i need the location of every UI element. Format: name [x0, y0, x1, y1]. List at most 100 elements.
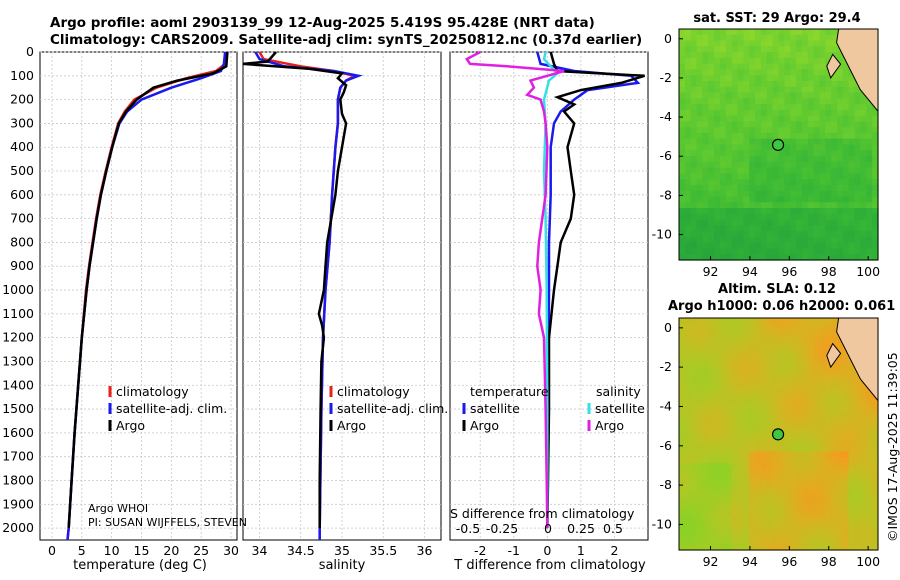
map-cell [778, 318, 785, 325]
map-cell [731, 57, 739, 65]
map-cell [743, 109, 750, 117]
map-cell [755, 381, 762, 389]
map-cell [714, 428, 721, 435]
map-cell [837, 144, 844, 151]
map-cell [725, 492, 733, 499]
map-cell [860, 387, 867, 394]
map-cell [784, 225, 791, 232]
map-cell [772, 236, 780, 244]
map-cell [801, 509, 809, 516]
map-cell [714, 40, 721, 47]
map-cell [796, 254, 803, 261]
map-cell [825, 416, 832, 423]
map-cell [772, 532, 780, 539]
map-cell [743, 434, 750, 441]
map-cell [848, 132, 856, 140]
map-cell [842, 208, 850, 215]
map-cell [772, 57, 780, 65]
map-cell [796, 497, 803, 505]
map-cell [725, 57, 733, 65]
map-cell [842, 468, 850, 476]
map-cell [684, 219, 692, 226]
map-cell [842, 428, 850, 435]
map-cell [854, 480, 862, 487]
map-cell [725, 318, 733, 325]
map-cell [720, 167, 727, 174]
map-cell [720, 150, 727, 157]
map-cell [790, 29, 797, 36]
map-cell [708, 236, 715, 244]
map-cell [790, 81, 797, 88]
map-cell [755, 57, 762, 65]
map-cell [837, 526, 844, 534]
map-cell [766, 121, 774, 128]
map-cell [778, 40, 785, 47]
map-cell [778, 352, 785, 360]
map-cell [872, 399, 879, 406]
map-cell [796, 46, 803, 53]
map-cell [749, 503, 756, 510]
map-cell [825, 503, 832, 510]
map-cell [784, 434, 791, 441]
map-cell [696, 121, 704, 128]
map-cell [708, 208, 715, 215]
map-cell [790, 248, 797, 255]
diff-legend-sal-satellite-label: satellite [595, 401, 645, 416]
map-cell [749, 184, 756, 192]
map-cell [813, 219, 821, 226]
map-cell [731, 445, 739, 452]
map-cell [784, 46, 791, 53]
map-cell [702, 526, 709, 534]
map-cell [743, 451, 750, 458]
map-cell [860, 236, 867, 244]
map-cell [848, 184, 856, 192]
map-cell [790, 219, 797, 226]
map-cell [819, 451, 826, 458]
map-cell [848, 190, 856, 198]
map-cell [796, 457, 803, 464]
map-cell [866, 225, 873, 232]
map-cell [679, 254, 686, 261]
map-cell [796, 480, 803, 487]
map-cell [854, 439, 862, 447]
map-cell [737, 150, 744, 157]
map-cell [801, 515, 809, 522]
map-cell [749, 370, 756, 377]
map-cell [679, 173, 686, 180]
map-cell [696, 167, 704, 174]
map-cell [684, 352, 692, 360]
map-cell [837, 109, 844, 117]
map-cell [702, 161, 709, 169]
map-cell [819, 104, 826, 111]
map-cell [684, 416, 692, 423]
map-cell [796, 184, 803, 192]
map-cell [766, 75, 774, 82]
map-cell [737, 335, 744, 342]
map-cell [684, 144, 692, 151]
map-cell [690, 115, 698, 122]
map-cell [831, 121, 838, 128]
map-cell [766, 352, 774, 360]
map-cell [860, 179, 867, 186]
map-cell [860, 526, 867, 534]
map-cell [690, 405, 698, 412]
map-cell [720, 474, 727, 481]
map-cell [784, 156, 791, 163]
series-line-salinity-argo [464, 50, 565, 529]
map-cell [684, 57, 692, 65]
map-cell [831, 184, 838, 192]
map-cell [848, 248, 856, 255]
map-cell [813, 92, 821, 99]
map-cell [790, 109, 797, 117]
map-cell [778, 236, 785, 244]
map-cell [807, 439, 815, 447]
map-cell [766, 81, 774, 88]
map-cell [813, 86, 821, 94]
map-cell [790, 486, 797, 493]
map-cell [743, 34, 750, 42]
map-cell [684, 399, 692, 406]
map-cell [866, 532, 873, 539]
map-cell [702, 254, 709, 261]
map-cell [772, 213, 780, 221]
map-cell [860, 92, 867, 99]
